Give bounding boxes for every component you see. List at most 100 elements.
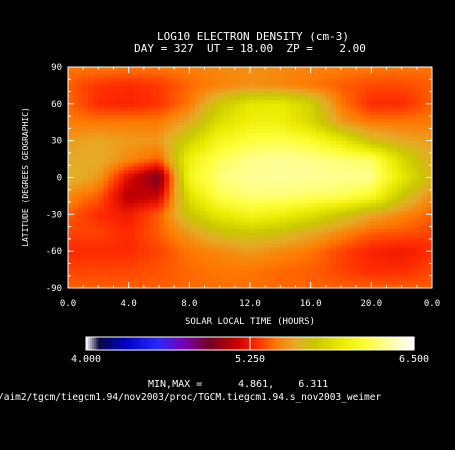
heatmap-cell [204,262,211,267]
heatmap-cell [108,89,115,94]
heatmap-cell [214,269,221,274]
heatmap-cell [300,240,307,245]
heatmap-cell [386,70,393,75]
heatmap-cell [421,262,428,267]
heatmap-cell [214,181,221,186]
heatmap-cell [416,162,423,168]
heatmap-cell [174,107,180,112]
heatmap-cell [68,173,74,179]
heatmap-cell [270,184,276,190]
heatmap-cell [305,96,312,101]
heatmap-cell [320,276,327,282]
heatmap-cell [68,133,74,138]
heatmap-cell [164,100,170,105]
heatmap-cell [280,276,286,282]
heatmap-cell [391,232,398,238]
heatmap-cell [401,225,408,230]
heatmap-cell [260,122,266,127]
heatmap-cell [123,170,130,175]
heatmap-cell [411,159,418,164]
heatmap-cell [320,221,327,226]
heatmap-cell [239,240,246,245]
heatmap-cell [265,151,271,156]
heatmap-cell [148,280,155,285]
heatmap-cell [143,170,150,175]
heatmap-cell [381,284,388,288]
heatmap-cell [153,85,160,90]
heatmap-cell [169,177,175,182]
heatmap-cell [184,240,190,245]
heatmap-cell [148,74,155,79]
heatmap-cell [341,188,347,193]
heatmap-cell [330,74,337,79]
heatmap-cell [143,276,150,282]
heatmap-cell [426,129,432,134]
colorbar-segment [348,337,351,350]
heatmap-cell [174,173,180,179]
heatmap-cell [411,133,418,138]
heatmap-cell [224,162,231,168]
heatmap-cell [68,240,74,245]
heatmap-cell [103,199,110,204]
heatmap-cell [234,114,241,120]
heatmap-cell [153,214,160,219]
heatmap-cell [224,236,231,241]
heatmap-cell [401,136,408,142]
heatmap-cell [93,118,99,123]
heatmap-cell [406,159,413,164]
heatmap-cell [128,173,135,179]
heatmap-cell [356,210,362,215]
heatmap-cell [108,114,115,120]
heatmap-cell [128,195,135,201]
heatmap-cell [68,181,74,186]
heatmap-cell [133,184,140,190]
heatmap-cell [356,85,362,90]
heatmap-cell [98,136,104,142]
heatmap-cell [138,284,145,288]
heatmap-cell [325,188,332,193]
heatmap-cell [98,144,104,149]
heatmap-cell [406,85,413,90]
heatmap-cell [335,229,342,234]
heatmap-cell [270,229,276,234]
heatmap-cell [239,206,246,212]
heatmap-cell [250,125,256,131]
heatmap-cell [219,67,226,72]
heatmap-cell [366,151,372,156]
heatmap-cell [133,236,140,241]
heatmap-cell [290,232,297,238]
heatmap-cell [88,203,94,208]
heatmap-cell [396,103,403,109]
heatmap-cell [330,177,337,182]
heatmap-cell [260,92,266,98]
heatmap-cell [174,221,180,226]
heatmap-cell [330,210,337,215]
heatmap-cell [143,81,150,87]
heatmap-cell [133,67,140,72]
heatmap-cell [386,251,393,256]
heatmap-cell [88,107,94,112]
heatmap-cell [194,159,201,164]
heatmap-cell [421,118,428,123]
heatmap-cell [229,96,236,101]
heatmap-cell [290,243,297,249]
heatmap-cell [73,199,79,204]
heatmap-cell [275,218,281,223]
heatmap-cell [320,188,327,193]
heatmap-cell [133,103,140,109]
heatmap-cell [184,221,190,226]
heatmap-cell [426,133,432,138]
heatmap-cell [199,225,206,230]
heatmap-cell [351,236,357,241]
heatmap-cell [351,170,357,175]
heatmap-cell [128,89,135,94]
colorbar-segment [200,337,203,350]
heatmap-cell [174,136,180,142]
heatmap-cell [366,118,372,123]
colorbar-segment [158,337,161,350]
heatmap-cell [113,203,120,208]
heatmap-cell [78,96,84,101]
heatmap-cell [103,74,110,79]
heatmap-cell [421,206,428,212]
heatmap-cell [341,96,347,101]
